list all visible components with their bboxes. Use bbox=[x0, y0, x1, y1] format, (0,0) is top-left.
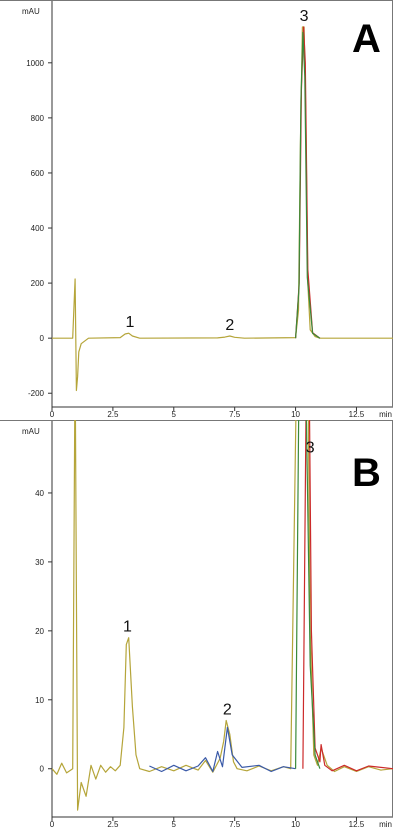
peak-label-3: 3 bbox=[306, 439, 315, 456]
panel-b-chart: mAU 0 10 20 30 40 0 2.5 5 7.5 10 12.5 min 1 2 3 B bbox=[0, 420, 393, 828]
series-line-3 bbox=[295, 31, 321, 339]
panel-letter: B bbox=[352, 451, 381, 495]
y-tick-label: 10 bbox=[35, 696, 44, 705]
y-tick-label: 20 bbox=[35, 627, 44, 636]
x-tick-label: 12.5 bbox=[349, 820, 365, 828]
peak-label-1: 1 bbox=[125, 314, 134, 331]
panel-a-chart: mAU -200 0 200 400 600 800 1000 0 2.5 5 7.5 10 12.5 mi… bbox=[0, 0, 393, 419]
x-tick-label: min bbox=[379, 820, 392, 828]
peak-label-2: 2 bbox=[225, 317, 234, 334]
x-tick-label: 5 bbox=[172, 820, 177, 828]
y-tick-label: 800 bbox=[31, 114, 45, 123]
y-tick-label: 40 bbox=[35, 489, 44, 498]
x-tick-label: 0 bbox=[50, 820, 55, 828]
y-tick-label: 400 bbox=[31, 224, 45, 233]
x-tick-label: 7.5 bbox=[229, 820, 241, 828]
y-tick-label: 600 bbox=[31, 169, 45, 178]
x-tick-label: 5 bbox=[172, 410, 177, 419]
y-tick-label: 0 bbox=[40, 765, 45, 774]
y-tick-label: 200 bbox=[31, 279, 45, 288]
x-tick-label: 10 bbox=[291, 820, 300, 828]
series-line-1 bbox=[52, 420, 393, 811]
y-tick-label: 1000 bbox=[26, 59, 44, 68]
series-line-3 bbox=[149, 726, 296, 773]
x-tick-label: 10 bbox=[291, 410, 300, 419]
y-axis-unit-label: mAU bbox=[22, 427, 40, 436]
series-line-1 bbox=[52, 26, 393, 392]
series-line-4 bbox=[295, 420, 321, 769]
x-tick-label: 2.5 bbox=[107, 410, 119, 419]
x-tick-label: min bbox=[379, 410, 392, 419]
x-tick-label: 2.5 bbox=[107, 820, 119, 828]
peak-label-2: 2 bbox=[223, 701, 232, 718]
y-axis-unit-label: mAU bbox=[22, 7, 40, 16]
y-tick-label: -200 bbox=[28, 389, 45, 398]
x-tick-label: 12.5 bbox=[349, 410, 365, 419]
peak-label-1: 1 bbox=[123, 619, 132, 636]
series-line-2 bbox=[302, 420, 393, 772]
x-tick-label: 0 bbox=[50, 410, 55, 419]
peak-label-3: 3 bbox=[300, 8, 309, 25]
panel-letter: A bbox=[352, 17, 381, 61]
x-tick-label: 7.5 bbox=[229, 410, 241, 419]
y-tick-label: 0 bbox=[40, 334, 45, 343]
y-tick-label: 30 bbox=[35, 558, 44, 567]
